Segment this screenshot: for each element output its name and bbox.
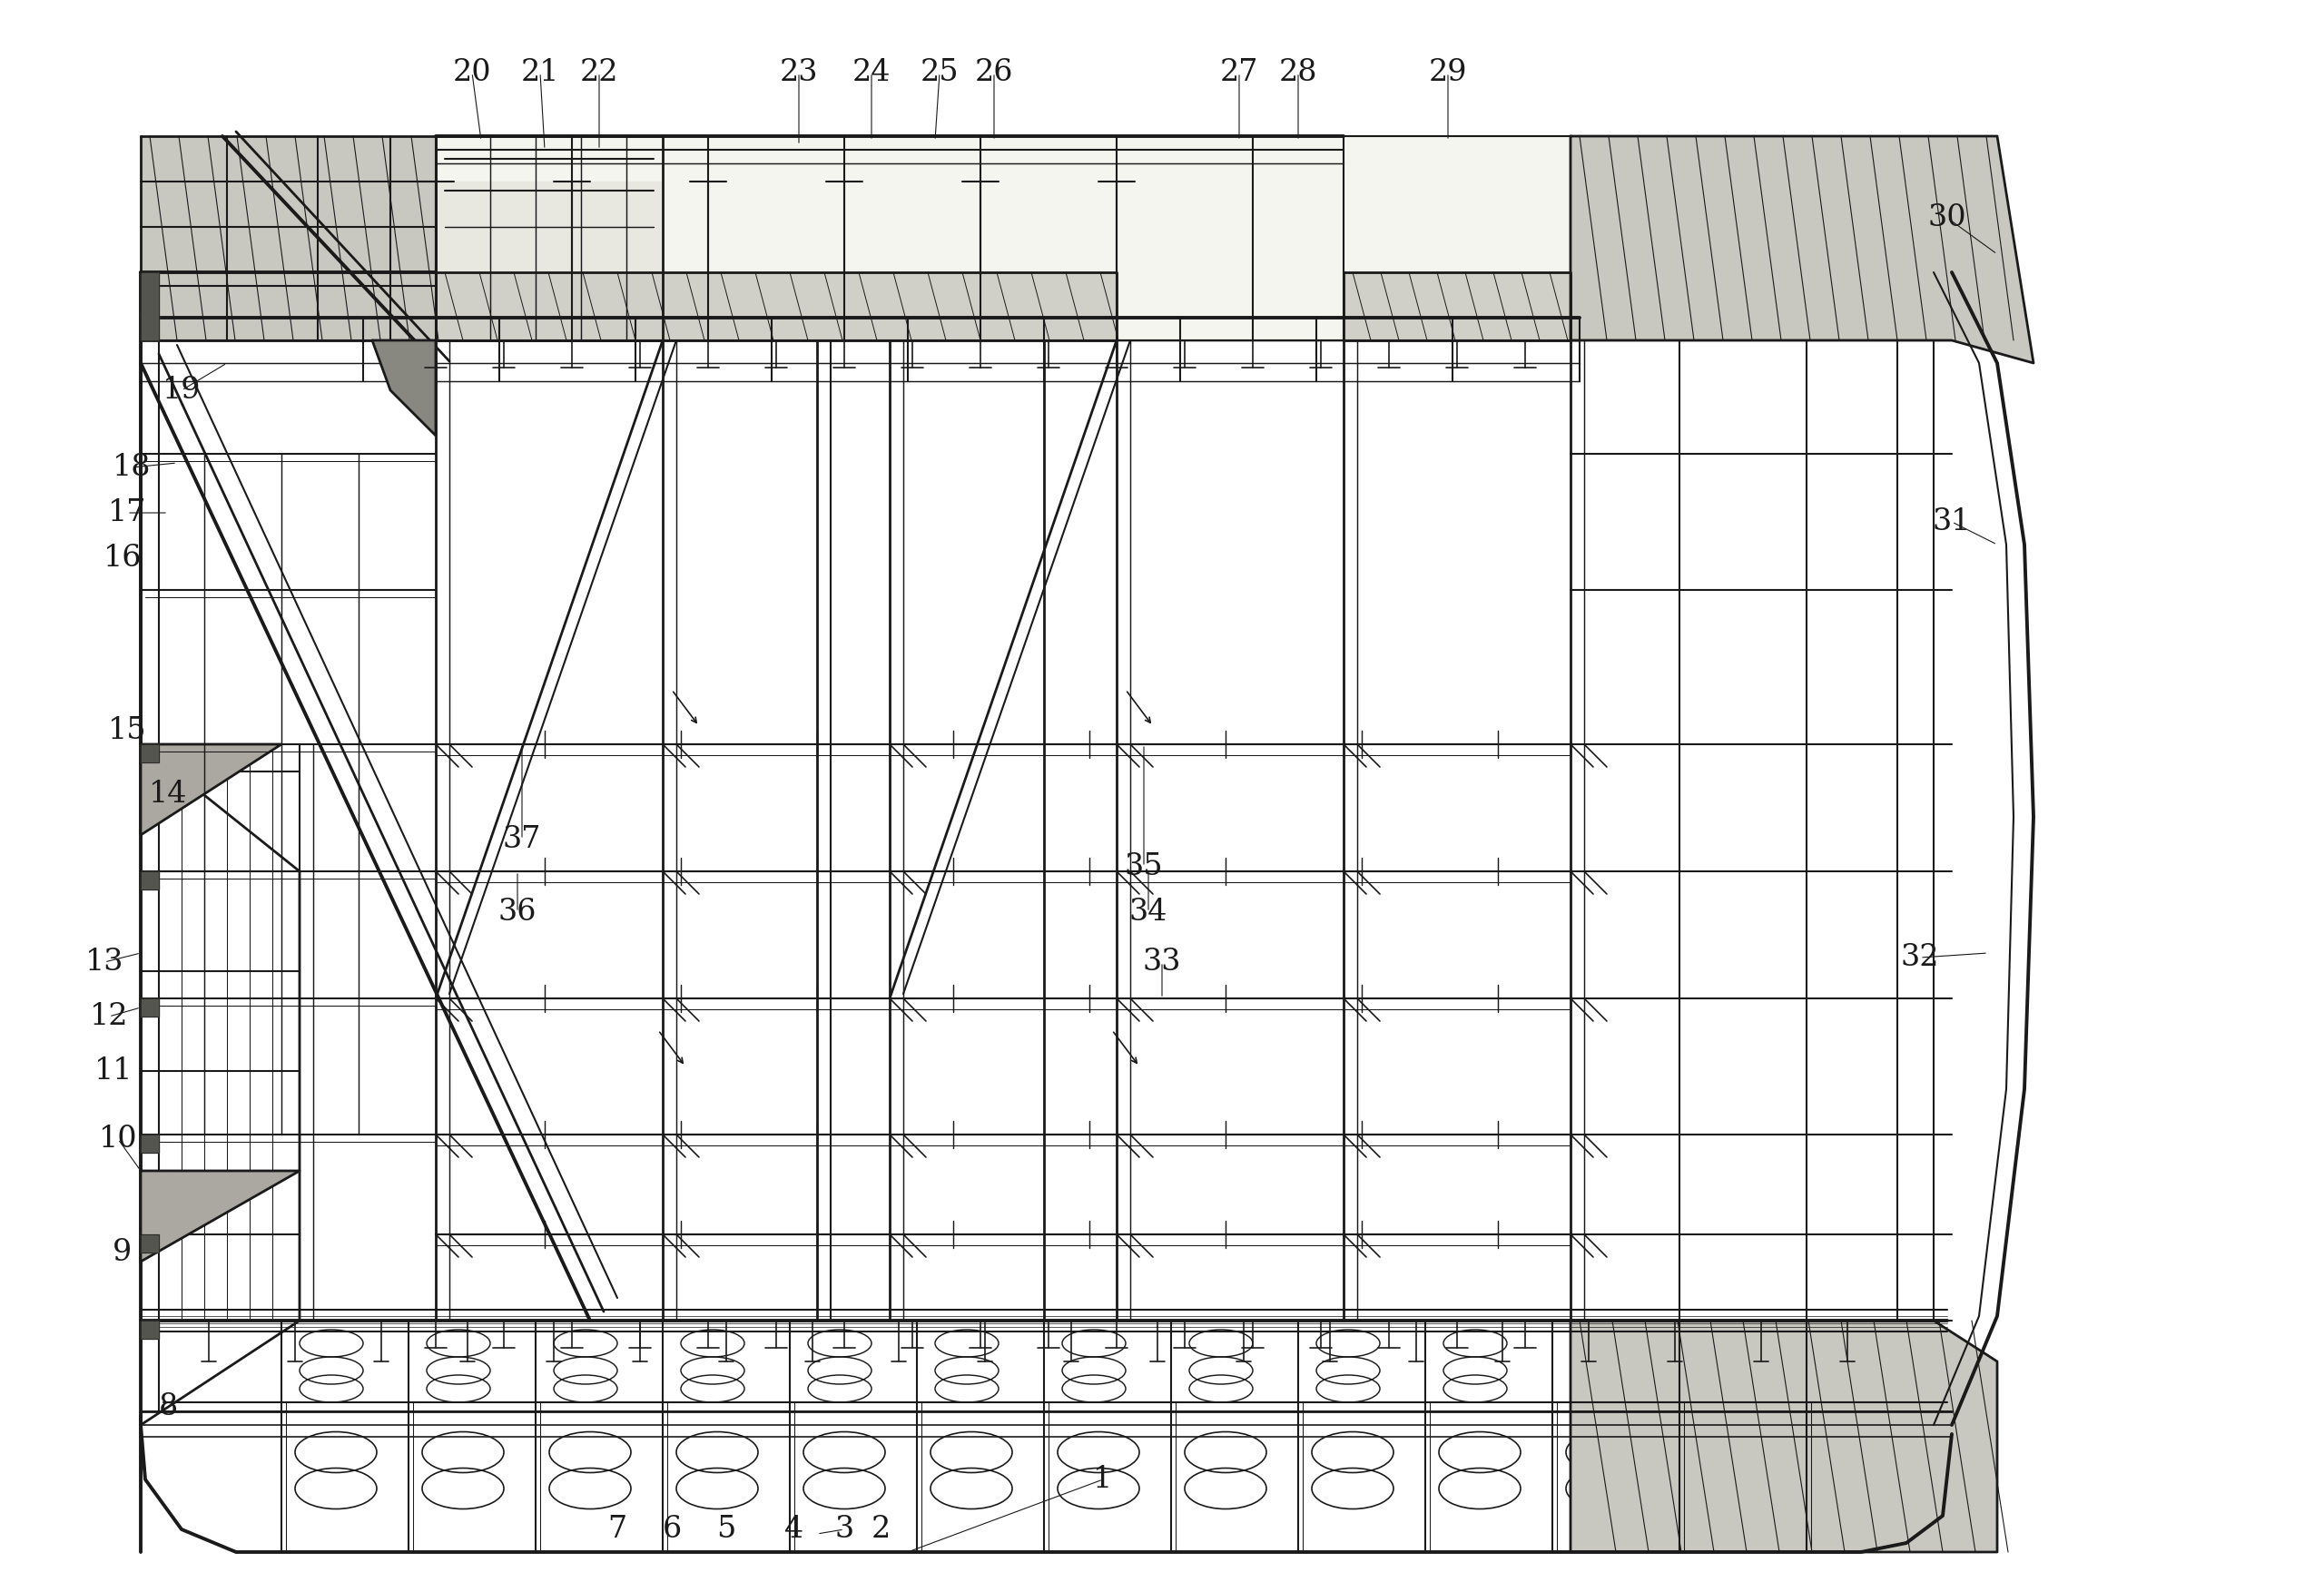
Text: 10: 10 [98,1125,137,1153]
Text: 18: 18 [112,452,151,483]
Polygon shape [1571,1321,1996,1552]
Text: 37: 37 [502,826,541,854]
Text: 6: 6 [662,1516,681,1544]
Text: 1: 1 [1092,1465,1113,1493]
Polygon shape [142,744,281,835]
Text: 4: 4 [786,1516,804,1544]
Text: 36: 36 [497,897,537,927]
Polygon shape [142,1321,158,1338]
Text: 9: 9 [114,1239,132,1267]
Text: 13: 13 [86,948,123,976]
Text: 14: 14 [149,780,188,808]
Text: 33: 33 [1143,948,1181,976]
Bar [437,136,1571,340]
Text: 28: 28 [1278,59,1318,87]
Polygon shape [1343,272,1571,340]
Text: 3: 3 [834,1516,853,1544]
Text: 15: 15 [107,717,146,745]
Polygon shape [142,744,158,763]
Polygon shape [142,1234,158,1253]
Text: 25: 25 [920,59,960,87]
Text: 34: 34 [1129,897,1167,927]
Text: 23: 23 [779,59,818,87]
Text: 11: 11 [95,1057,132,1085]
Polygon shape [142,1134,158,1153]
Text: 16: 16 [102,544,142,573]
Text: 8: 8 [158,1392,177,1421]
Text: 31: 31 [1934,508,1971,536]
Text: 32: 32 [1901,943,1938,971]
Text: 19: 19 [163,377,200,405]
Text: 35: 35 [1125,853,1164,881]
Text: 2: 2 [872,1516,890,1544]
Polygon shape [1571,136,2034,362]
Text: 22: 22 [581,59,618,87]
Polygon shape [142,1171,300,1261]
Text: 29: 29 [1429,59,1466,87]
Polygon shape [372,340,437,435]
Text: 20: 20 [453,59,490,87]
Text: 12: 12 [91,1001,128,1031]
Text: 30: 30 [1929,204,1966,233]
Text: 27: 27 [1220,59,1257,87]
Polygon shape [142,998,158,1017]
Text: 21: 21 [521,59,560,87]
Polygon shape [437,272,1116,340]
Text: 26: 26 [974,59,1013,87]
Polygon shape [142,136,437,340]
Text: 7: 7 [607,1516,627,1544]
Polygon shape [142,272,158,340]
Text: 17: 17 [107,498,146,527]
Text: 24: 24 [853,59,890,87]
Text: 5: 5 [716,1516,737,1544]
Polygon shape [437,182,662,272]
Polygon shape [142,872,158,889]
